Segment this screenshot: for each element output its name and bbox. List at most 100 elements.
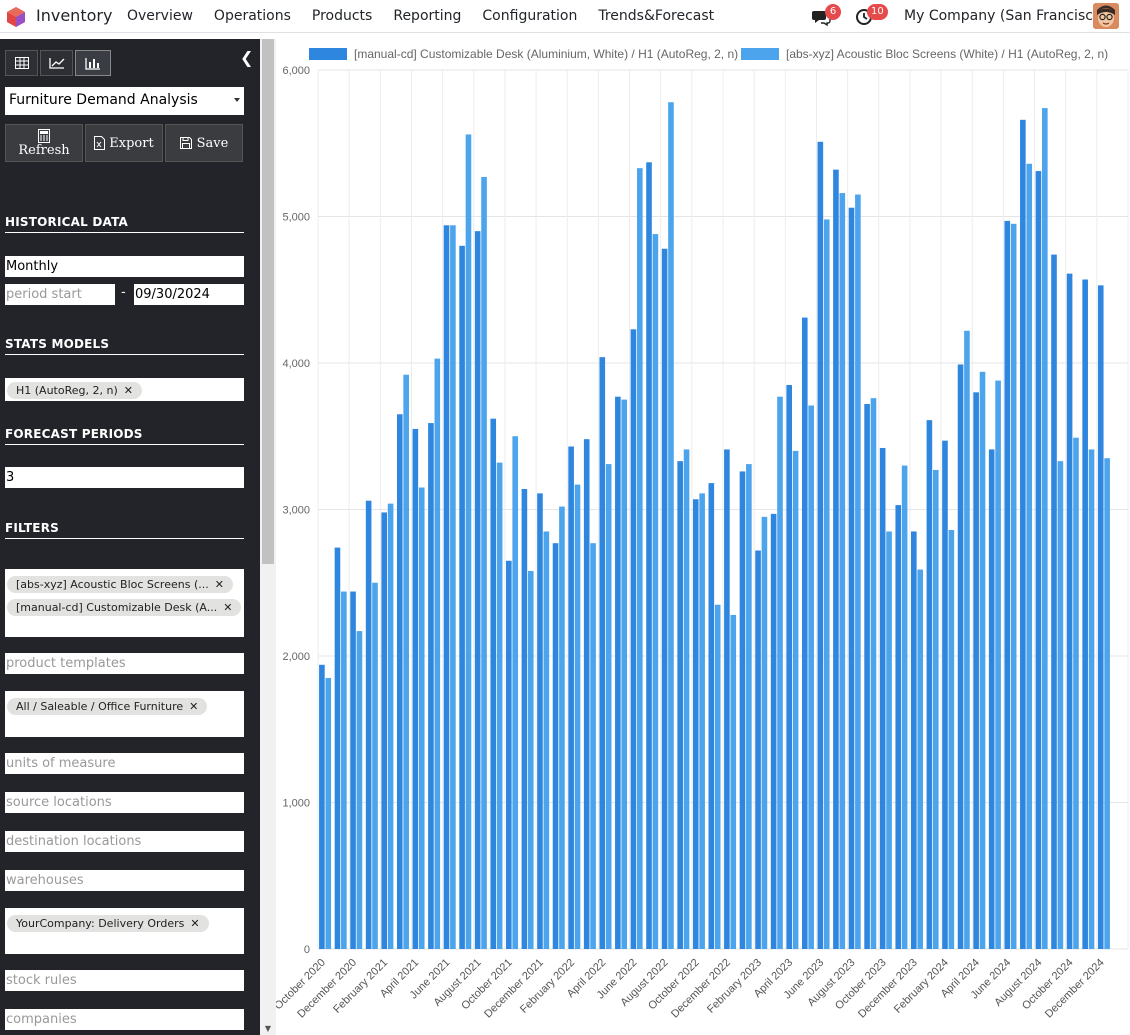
bar-customizable-desk[interactable] <box>973 392 979 949</box>
menu-configuration[interactable]: Configuration <box>482 8 578 24</box>
bar-acoustic-screens[interactable] <box>1057 461 1064 949</box>
bar-customizable-desk[interactable] <box>521 488 528 949</box>
bar-acoustic-screens[interactable] <box>652 234 659 949</box>
bar-acoustic-screens[interactable] <box>668 102 674 950</box>
bar-acoustic-screens[interactable] <box>543 531 550 949</box>
bar-acoustic-screens[interactable] <box>839 193 846 949</box>
bar-acoustic-screens[interactable] <box>418 487 425 949</box>
bar-acoustic-screens[interactable] <box>512 436 519 949</box>
period-end-field[interactable]: 09/30/2024 <box>134 284 244 305</box>
app-name[interactable]: Inventory <box>36 6 113 25</box>
bar-acoustic-screens[interactable] <box>964 330 970 949</box>
bar-customizable-desk[interactable] <box>1004 220 1011 949</box>
collapse-sidebar-icon[interactable]: ❮ <box>240 48 254 67</box>
export-button[interactable]: Export <box>85 124 163 162</box>
legend-label[interactable]: [manual-cd] Customizable Desk (Aluminium… <box>354 47 738 61</box>
save-button[interactable]: Save <box>165 124 243 162</box>
menu-products[interactable]: Products <box>311 8 373 24</box>
bar-customizable-desk[interactable] <box>630 329 637 949</box>
remove-tag-icon[interactable]: ✕ <box>190 917 200 930</box>
bar-customizable-desk[interactable] <box>490 418 497 949</box>
bar-acoustic-screens[interactable] <box>714 604 721 949</box>
bar-customizable-desk[interactable] <box>1082 279 1088 949</box>
stats-model-field[interactable]: H1 (AutoReg, 2, n) ✕ <box>5 378 244 401</box>
company-switcher[interactable]: My Company (San Francisco) <box>904 8 1107 24</box>
bar-acoustic-screens[interactable] <box>855 194 861 949</box>
bar-customizable-desk[interactable] <box>334 547 341 949</box>
bar-customizable-desk[interactable] <box>708 483 715 949</box>
bar-acoustic-screens[interactable] <box>574 484 581 949</box>
bar-acoustic-screens[interactable] <box>341 591 347 949</box>
bar-acoustic-screens[interactable] <box>637 168 643 949</box>
user-avatar[interactable] <box>1093 3 1119 29</box>
bar-acoustic-screens[interactable] <box>1073 437 1079 949</box>
bar-acoustic-screens[interactable] <box>746 464 752 949</box>
legend-label[interactable]: [abs-xyz] Acoustic Bloc Screens (White) … <box>786 47 1108 61</box>
bar-customizable-desk[interactable] <box>895 505 902 949</box>
bar-acoustic-screens[interactable] <box>1104 458 1110 949</box>
bar-acoustic-screens[interactable] <box>1088 449 1095 949</box>
bar-acoustic-screens[interactable] <box>387 503 394 949</box>
bar-customizable-desk[interactable] <box>646 162 652 950</box>
bar-acoustic-screens[interactable] <box>465 134 472 950</box>
bar-acoustic-screens[interactable] <box>901 465 908 949</box>
bar-customizable-desk[interactable] <box>396 414 403 949</box>
menu-operations[interactable]: Operations <box>213 8 291 24</box>
bar-customizable-desk[interactable] <box>864 404 870 949</box>
bar-customizable-desk[interactable] <box>879 447 886 949</box>
bar-customizable-desk[interactable] <box>926 420 933 949</box>
bar-view-button[interactable] <box>75 50 111 76</box>
bar-acoustic-screens[interactable] <box>325 677 332 949</box>
period-type-field[interactable]: Monthly <box>5 256 244 277</box>
companies-field[interactable]: companies <box>5 1009 244 1030</box>
bar-customizable-desk[interactable] <box>692 499 699 949</box>
bar-acoustic-screens[interactable] <box>886 531 892 949</box>
bar-acoustic-screens[interactable] <box>1026 163 1033 949</box>
bar-customizable-desk[interactable] <box>739 471 746 949</box>
bar-customizable-desk[interactable] <box>1066 273 1073 949</box>
bar-acoustic-screens[interactable] <box>870 398 877 949</box>
products-filter-field[interactable]: [abs-xyz] Acoustic Bloc Screens (... ✕ [m… <box>5 569 244 637</box>
bar-acoustic-screens[interactable] <box>403 374 409 950</box>
bar-customizable-desk[interactable] <box>599 357 606 949</box>
bar-customizable-desk[interactable] <box>568 446 574 949</box>
bar-customizable-desk[interactable] <box>942 440 948 949</box>
bar-acoustic-screens[interactable] <box>481 176 487 949</box>
bar-customizable-desk[interactable] <box>786 384 793 950</box>
bar-customizable-desk[interactable] <box>615 396 621 949</box>
bar-customizable-desk[interactable] <box>459 245 465 950</box>
bar-acoustic-screens[interactable] <box>559 506 565 949</box>
bar-customizable-desk[interactable] <box>537 493 543 949</box>
bar-customizable-desk[interactable] <box>365 500 372 949</box>
sidebar-scrollbar[interactable]: ▼ <box>260 39 276 1035</box>
source-locations-field[interactable]: source locations <box>5 792 244 813</box>
refresh-button[interactable]: Refresh <box>5 124 83 162</box>
menu-reporting[interactable]: Reporting <box>393 8 462 24</box>
remove-tag-icon[interactable]: ✕ <box>123 384 133 397</box>
bar-customizable-desk[interactable] <box>506 560 512 949</box>
bar-acoustic-screens[interactable] <box>605 464 612 949</box>
remove-tag-icon[interactable]: ✕ <box>189 700 199 713</box>
bar-acoustic-screens[interactable] <box>496 462 503 949</box>
bar-customizable-desk[interactable] <box>319 664 325 949</box>
legend-swatch[interactable] <box>741 48 779 60</box>
bar-customizable-desk[interactable] <box>583 439 590 949</box>
bar-acoustic-screens[interactable] <box>932 469 939 949</box>
bar-customizable-desk[interactable] <box>833 169 839 949</box>
uom-field[interactable]: units of measure <box>5 753 244 774</box>
bar-customizable-desk[interactable] <box>988 449 995 949</box>
bar-acoustic-screens[interactable] <box>372 582 378 949</box>
remove-tag-icon[interactable]: ✕ <box>214 578 224 591</box>
warehouses-field[interactable]: warehouses <box>5 870 244 891</box>
bar-acoustic-screens[interactable] <box>792 450 799 949</box>
forecast-periods-field[interactable]: 3 <box>5 467 244 488</box>
bar-acoustic-screens[interactable] <box>995 380 1001 950</box>
bar-acoustic-screens[interactable] <box>730 614 737 949</box>
scrollbar-thumb[interactable] <box>262 39 274 564</box>
bar-acoustic-screens[interactable] <box>683 449 690 949</box>
bar-customizable-desk[interactable] <box>474 231 481 949</box>
bar-acoustic-screens[interactable] <box>1010 223 1017 949</box>
legend-swatch[interactable] <box>309 48 347 60</box>
bar-customizable-desk[interactable] <box>770 513 777 949</box>
menu-overview[interactable]: Overview <box>127 8 193 24</box>
